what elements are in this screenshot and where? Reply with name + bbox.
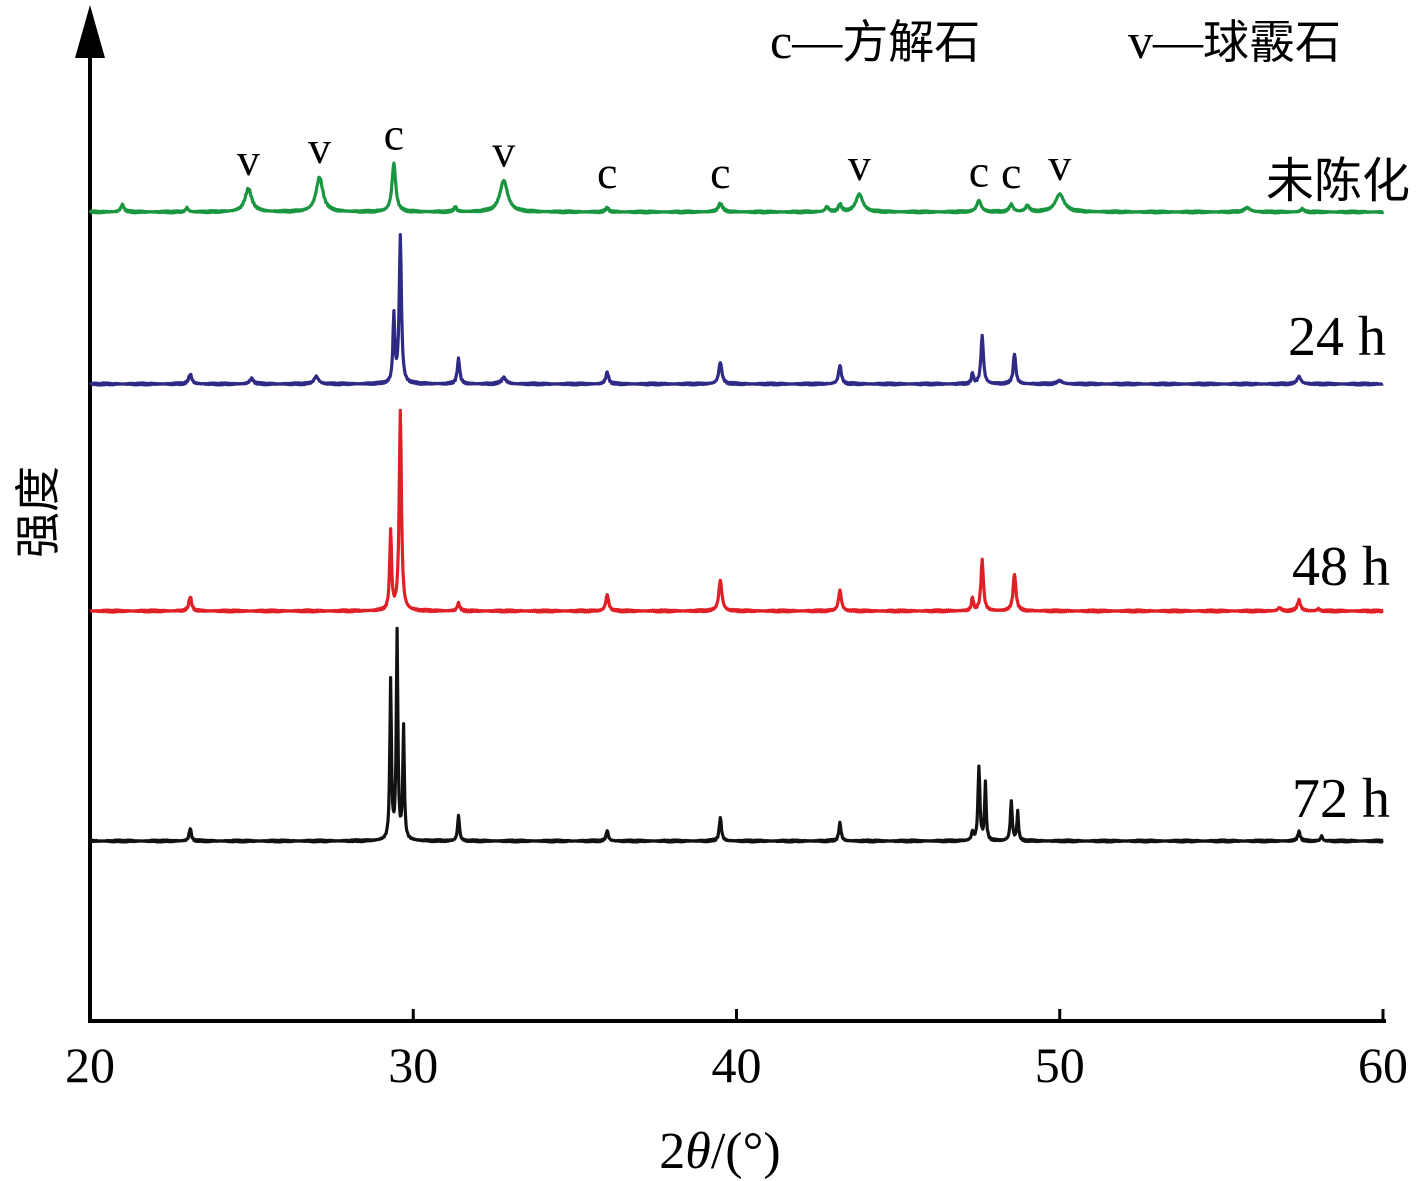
y-axis-title: 强度 (11, 466, 65, 558)
series-line-2 (89, 408, 1384, 614)
legend-vaterite-symbol: v (1128, 13, 1153, 69)
x-tick-label-20: 20 (65, 1037, 115, 1093)
series-label-2: 48 h (1292, 536, 1390, 598)
x-ticks: 20 30 40 50 60 (65, 1009, 1408, 1093)
y-axis-arrow (75, 5, 105, 58)
x-tick-label-50: 50 (1035, 1037, 1085, 1093)
x-tick-label-60: 60 (1358, 1037, 1408, 1093)
legend-calcite-name: 方解石 (842, 15, 980, 69)
series-line-1 (88, 233, 1384, 387)
series-line-0 (88, 161, 1385, 215)
legend-vaterite-name: 球霰石 (1203, 15, 1341, 69)
peak-marker-0: v (237, 134, 260, 185)
series-label-0: 未陈化 (1266, 153, 1410, 209)
peak-marker-9: v (1048, 139, 1071, 190)
peak-marker-2: c (384, 109, 404, 160)
peak-marker-8: c (1001, 147, 1021, 198)
x-tick-label-40: 40 (712, 1037, 762, 1093)
series-labels: 未陈化 24 h 48 h 72 h (1266, 153, 1410, 830)
x-axis-title: 2θ/(°) (659, 1123, 780, 1180)
series-label-1: 24 h (1288, 306, 1386, 368)
peak-marker-6: v (848, 139, 871, 190)
series-line-3 (88, 626, 1384, 844)
peak-marker-7: c (969, 145, 989, 196)
series-label-3: 72 h (1292, 768, 1390, 830)
peak-marker-1: v (308, 122, 331, 173)
x-tick-label-30: 30 (388, 1037, 438, 1093)
legend-entry-vaterite: v—球霰石 (1128, 13, 1341, 69)
peak-marker-5: c (710, 147, 730, 198)
legend-entry-calcite: c—方解石 (770, 13, 980, 69)
legend: c—方解石 v—球霰石 (770, 13, 1341, 69)
axes: 20 30 40 50 60 (65, 5, 1408, 1093)
legend-vaterite-dash: — (1152, 13, 1204, 69)
legend-calcite-symbol: c (770, 13, 792, 69)
peak-marker-3: v (492, 125, 515, 176)
series-traces (88, 161, 1385, 844)
peak-marker-4: c (597, 147, 617, 198)
legend-calcite-dash: — (791, 13, 843, 69)
